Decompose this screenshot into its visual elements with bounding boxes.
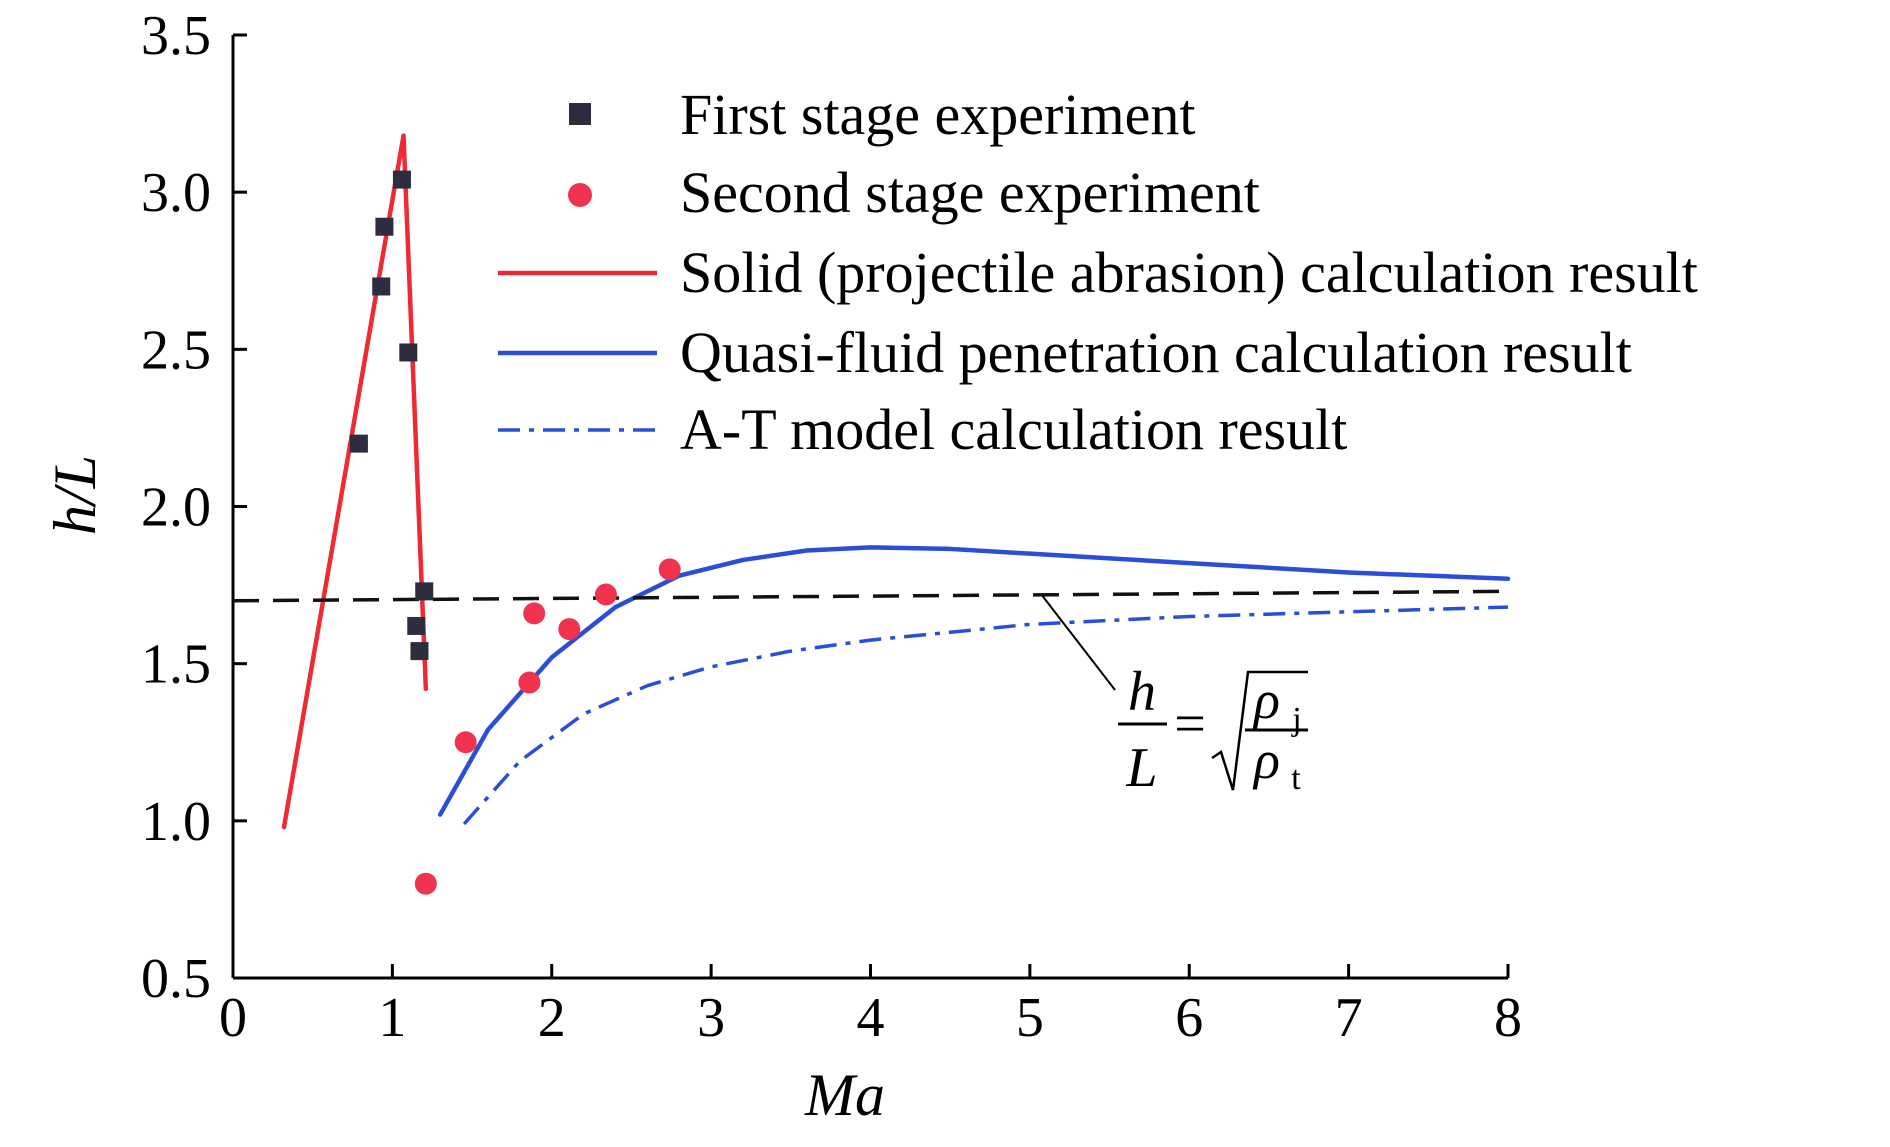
data-point-square (392, 170, 411, 189)
series-line-5 (232, 589, 1509, 603)
x-tick-label: 3 (697, 987, 725, 1049)
data-point-circle (454, 731, 477, 754)
y-tick-label: 1.5 (141, 634, 211, 696)
formula-lhs-denominator: L (1125, 737, 1157, 799)
y-tick-label: 1.0 (141, 791, 211, 853)
y-ticks: 0.5 1.0 1.5 2.0 2.5 3.0 3.5 (141, 5, 247, 1010)
data-point-square (407, 616, 426, 635)
data-point-circle (658, 558, 681, 581)
formula-equals: = (1174, 693, 1206, 755)
legend: First stage experiment Second stage exper… (498, 82, 1698, 462)
series-line-4 (462, 605, 1509, 826)
x-tick-label: 0 (219, 987, 247, 1049)
y-tick-label: 0.5 (141, 948, 211, 1010)
formula-annotation: hL = ρ jρ t (1041, 595, 1308, 799)
data-point-square (372, 277, 391, 296)
legend-label: Quasi-fluid penetration calculation resu… (680, 320, 1632, 385)
data-point-square (399, 343, 418, 362)
data-point-circle (414, 872, 437, 895)
legend-label: First stage experiment (680, 82, 1195, 147)
data-point-square (410, 642, 429, 661)
data-point-square (375, 217, 394, 236)
data-point-circle (558, 618, 581, 641)
x-ticks: 0 1 2 3 4 5 6 7 8 (219, 964, 1522, 1049)
data-point-square (415, 582, 434, 601)
y-axis-title: h/L (42, 455, 108, 535)
y-tick-label: 3.0 (141, 162, 211, 224)
legend-label: A-T model calculation result (680, 397, 1347, 462)
series-lines (232, 133, 1511, 830)
legend-marker-circle (568, 183, 592, 207)
formula-rhs-numerator-rho: ρ (1252, 670, 1280, 730)
data-point-circle (518, 671, 541, 694)
data-point-circle (594, 583, 617, 606)
legend-label: Second stage experiment (680, 160, 1260, 225)
y-tick-label: 3.5 (141, 5, 211, 67)
x-tick-label: 7 (1335, 987, 1363, 1049)
series-line-2 (281, 133, 429, 830)
x-tick-label: 2 (538, 987, 566, 1049)
legend-label: Solid (projectile abrasion) calculation … (680, 240, 1698, 305)
data-point-circle (523, 602, 546, 625)
x-tick-label: 8 (1494, 987, 1522, 1049)
data-point-square (349, 434, 368, 453)
formula-rhs-denominator-subscript: t (1291, 760, 1301, 797)
formula-rhs-numerator-subscript: j (1291, 701, 1301, 738)
y-tick-label: 2.0 (141, 477, 211, 539)
series-line-3 (437, 545, 1511, 817)
x-tick-label: 6 (1175, 987, 1203, 1049)
x-tick-label: 5 (1016, 987, 1044, 1049)
formula-rhs-denominator-rho: ρ (1252, 730, 1280, 790)
x-tick-label: 4 (857, 987, 885, 1049)
x-tick-label: 1 (378, 987, 406, 1049)
series-points (349, 170, 681, 895)
x-axis-title: Ma (804, 1062, 885, 1128)
formula-sqrt-sign (1211, 670, 1308, 791)
formula-lhs-numerator: h (1128, 661, 1156, 723)
annotation-leader-line (1041, 595, 1116, 691)
y-tick-label: 2.5 (141, 319, 211, 381)
legend-marker-square (569, 103, 591, 125)
